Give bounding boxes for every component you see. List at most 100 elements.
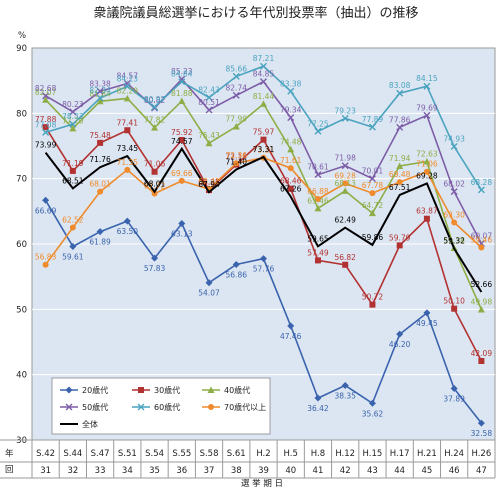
data-label: 62.49 <box>334 216 356 225</box>
series-0-marker <box>477 419 485 427</box>
data-label: 68.46 <box>280 177 302 186</box>
data-label: 79.23 <box>334 106 356 115</box>
data-label: 67.78 <box>362 181 384 190</box>
x-tick-round: 38 <box>231 466 242 476</box>
data-label: 84.57 <box>117 71 139 80</box>
data-label: 73.31 <box>253 145 275 154</box>
data-label: 59.46 <box>471 236 493 245</box>
x-tick-era: S.51 <box>118 449 137 459</box>
data-label: 75.48 <box>89 131 111 140</box>
series-0-marker <box>396 330 404 338</box>
legend-item: 60歳代 <box>132 402 180 412</box>
series-0-marker <box>450 384 458 392</box>
data-label: 61.89 <box>89 238 111 247</box>
data-label: 68.51 <box>62 176 84 185</box>
series-4-marker <box>205 93 213 101</box>
data-label: 80.97 <box>144 95 166 104</box>
series-3-marker <box>396 123 404 131</box>
data-label: 70.61 <box>307 163 329 172</box>
x-tick-round: 36 <box>176 466 187 476</box>
data-label: 82.34 <box>89 86 111 95</box>
data-label: 84.84 <box>171 70 193 79</box>
series-4-marker <box>341 114 349 122</box>
data-label: 37.89 <box>443 394 465 403</box>
series-2-marker <box>287 145 295 153</box>
data-label: 64.72 <box>362 201 384 210</box>
legend-item: 30歳代 <box>132 385 180 395</box>
legend-item: 20歳代 <box>60 385 108 395</box>
series-3-marker <box>260 78 267 86</box>
data-label: 84.85 <box>253 70 275 79</box>
data-label: 59.32 <box>443 236 465 245</box>
x-tick-era: S.44 <box>63 449 82 459</box>
series-4-marker <box>260 62 267 70</box>
series-0-marker <box>42 196 50 204</box>
series-2-marker <box>123 94 131 102</box>
data-label: 50.10 <box>443 297 465 306</box>
series-1-marker <box>69 167 76 174</box>
series-2-marker <box>423 157 431 165</box>
series-4-marker <box>314 127 322 135</box>
series-5-marker <box>478 244 485 251</box>
data-label: 73.45 <box>117 144 139 153</box>
series-2-marker <box>96 97 104 105</box>
series-0-marker <box>96 228 104 236</box>
y-axis-ticks: 30 40 50 60 70 80 90 <box>16 44 27 446</box>
data-label: 60.07 <box>471 232 493 241</box>
x-tick-round: 39 <box>258 466 269 476</box>
series-3-marker <box>423 111 431 119</box>
data-label: 36.42 <box>307 404 329 413</box>
series-3 <box>42 75 485 248</box>
data-label: 77.25 <box>307 119 329 128</box>
series-4-marker <box>96 94 104 102</box>
series-4-marker <box>477 186 485 194</box>
legend-item: 50歳代 <box>60 402 108 412</box>
data-label: 66.88 <box>307 187 329 196</box>
series-2-marker <box>368 209 376 217</box>
series-1-marker <box>369 301 376 308</box>
x-tick-round: 41 <box>313 466 324 476</box>
series-1-marker <box>314 257 321 264</box>
legend-label: 20歳代 <box>82 385 108 395</box>
x-tick-round: 32 <box>67 466 78 476</box>
series-3-marker <box>232 91 240 99</box>
data-label: 84.13 <box>117 74 139 83</box>
series-4-marker <box>69 120 77 128</box>
data-label: 68.28 <box>471 178 493 187</box>
legend-swatch-marker <box>207 386 215 393</box>
data-label: 68.13 <box>334 179 356 188</box>
data-label: 71.06 <box>144 160 166 169</box>
data-label: 62.52 <box>62 216 84 225</box>
data-label: 81.84 <box>89 89 111 98</box>
series-1-marker <box>423 215 430 222</box>
x-tick-round: 44 <box>394 466 405 476</box>
data-label: 77.70 <box>62 116 84 125</box>
series-3-marker <box>178 75 186 83</box>
data-label: 71.61 <box>280 156 302 165</box>
series-5-marker <box>287 165 294 172</box>
series-5-marker <box>42 261 49 268</box>
series-4-marker <box>151 103 159 111</box>
series-6-line <box>44 146 483 293</box>
data-label: 63.50 <box>117 227 139 236</box>
x-axis-title: 選 挙 期 日 <box>241 478 283 489</box>
data-label: 57.83 <box>144 264 166 273</box>
legend-swatch-marker <box>137 403 145 411</box>
series-2-marker <box>396 162 404 169</box>
legend-label: 50歳代 <box>82 402 108 412</box>
x-tick-round: 46 <box>449 466 460 476</box>
data-label: 77.08 <box>35 120 57 129</box>
series-0-marker <box>123 217 131 225</box>
series-2-marker <box>341 187 349 194</box>
data-label: 67.72 <box>144 182 166 191</box>
data-label: 68.25 <box>198 178 220 187</box>
data-label: 71.19 <box>62 159 84 168</box>
x-tick-era: S.42 <box>36 449 55 459</box>
series-5-marker <box>233 160 240 167</box>
data-label: 59.38 <box>443 236 465 245</box>
legend-swatch-marker <box>208 404 214 410</box>
series-1-marker <box>42 124 49 131</box>
data-label: 71.35 <box>117 158 139 167</box>
